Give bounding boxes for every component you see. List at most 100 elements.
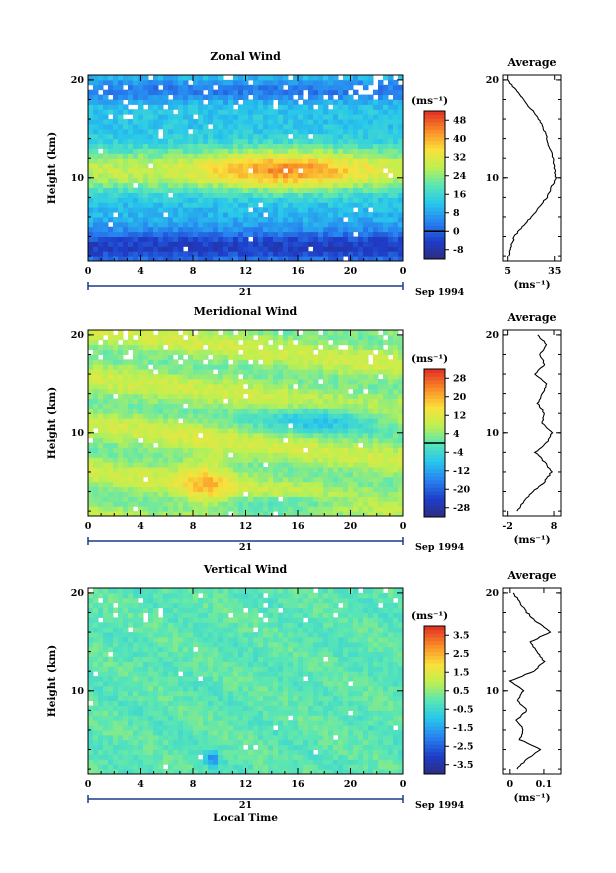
heatmap-cell bbox=[183, 511, 189, 516]
heatmap-cell bbox=[318, 94, 324, 100]
heatmap-cell bbox=[223, 153, 229, 159]
heatmap-cell bbox=[213, 423, 219, 429]
heatmap-cell bbox=[388, 491, 394, 497]
heatmap-cell bbox=[198, 216, 204, 223]
heatmap-cell bbox=[123, 408, 129, 414]
heatmap-cell bbox=[213, 216, 219, 223]
colorbar-segment bbox=[424, 457, 445, 462]
heatmap-cell bbox=[113, 99, 119, 105]
heatmap-cell bbox=[248, 197, 254, 203]
heatmap-cell bbox=[168, 334, 174, 341]
colorbar-segment bbox=[424, 214, 445, 219]
heatmap-cell bbox=[308, 197, 314, 203]
heatmap-cell bbox=[343, 84, 349, 91]
heatmap-cell bbox=[388, 501, 394, 507]
heatmap-cell bbox=[128, 457, 134, 463]
heatmap-cell bbox=[213, 452, 219, 458]
heatmap-cell bbox=[273, 339, 279, 346]
heatmap-cell bbox=[148, 177, 154, 184]
heatmap-cell bbox=[268, 344, 274, 351]
heatmap-cell bbox=[333, 221, 339, 228]
heatmap-cell bbox=[168, 79, 174, 86]
heatmap-cell bbox=[228, 226, 234, 233]
heatmap-cell bbox=[123, 221, 129, 228]
heatmap-cell bbox=[358, 359, 364, 365]
heatmap-cell bbox=[208, 378, 214, 385]
heatmap-cell bbox=[118, 388, 124, 395]
heatmap-cell bbox=[333, 128, 339, 135]
heatmap-cell bbox=[363, 246, 369, 252]
heatmap-cell bbox=[133, 354, 139, 360]
heatmap-cell bbox=[298, 344, 304, 351]
heatmap-cell bbox=[338, 251, 344, 257]
heatmap-cell bbox=[268, 486, 274, 493]
heatmap-cell bbox=[138, 84, 144, 91]
heatmap-cell bbox=[308, 374, 314, 380]
heatmap-cell bbox=[398, 374, 403, 380]
heatmap-cell bbox=[108, 427, 114, 434]
heatmap-cell bbox=[108, 393, 114, 400]
heatmap-cell bbox=[148, 187, 154, 193]
heatmap-cell bbox=[323, 158, 329, 164]
heatmap-cell bbox=[393, 359, 399, 365]
heatmap-cell bbox=[188, 457, 194, 463]
heatmap-cell bbox=[368, 119, 374, 125]
heatmap-cell bbox=[233, 418, 239, 424]
heatmap-cell bbox=[138, 192, 144, 198]
heatmap-cell bbox=[268, 496, 274, 502]
heatmap-cell bbox=[348, 207, 354, 213]
heatmap-cell bbox=[333, 447, 339, 453]
heatmap-cell bbox=[333, 182, 339, 189]
heatmap-cell bbox=[298, 349, 304, 355]
heatmap-cell bbox=[108, 413, 114, 419]
heatmap-cell bbox=[298, 192, 304, 198]
heatmap-cell bbox=[338, 246, 344, 252]
heatmap-cell bbox=[158, 75, 164, 81]
heatmap-cell bbox=[153, 506, 159, 512]
heatmap-cell bbox=[388, 403, 394, 409]
heatmap-cell bbox=[198, 119, 204, 125]
heatmap-cell bbox=[273, 334, 279, 341]
heatmap-cell bbox=[128, 476, 134, 483]
heatmap-cell bbox=[183, 99, 189, 105]
heatmap-cell bbox=[128, 369, 134, 375]
heatmap-cell bbox=[243, 486, 249, 493]
heatmap-cell bbox=[393, 486, 399, 493]
heatmap-cell bbox=[183, 236, 189, 242]
heatmap-cell bbox=[308, 359, 314, 365]
heatmap-cell bbox=[388, 221, 394, 228]
heatmap-cell bbox=[328, 246, 334, 252]
heatmap-cell bbox=[218, 334, 224, 341]
heatmap-cell bbox=[133, 133, 139, 140]
heatmap-cell bbox=[263, 109, 269, 115]
heatmap-cell bbox=[223, 457, 229, 463]
heatmap-cell bbox=[313, 84, 319, 91]
heatmap-cell bbox=[193, 182, 199, 189]
heatmap-cell bbox=[103, 119, 109, 125]
heatmap-cell bbox=[133, 501, 139, 507]
heatmap-cell bbox=[133, 153, 139, 159]
heatmap-cell bbox=[208, 133, 214, 140]
heatmap-cell bbox=[143, 467, 149, 473]
heatmap-cell bbox=[258, 364, 264, 370]
heatmap-cell bbox=[268, 388, 274, 395]
colorbar-unit: (ms⁻¹) bbox=[411, 95, 448, 107]
heatmap-cell bbox=[198, 506, 204, 512]
heatmap-cell bbox=[193, 221, 199, 228]
heatmap-cell bbox=[113, 403, 119, 409]
heatmap-cell bbox=[203, 447, 209, 453]
heatmap-cell bbox=[203, 398, 209, 404]
heatmap-cell bbox=[273, 163, 279, 169]
heatmap-cell bbox=[138, 378, 144, 385]
heatmap-cell bbox=[393, 114, 399, 120]
heatmap-cell bbox=[328, 462, 334, 468]
heatmap-cell bbox=[243, 99, 249, 105]
heatmap-cell bbox=[263, 158, 269, 164]
heatmap-cells bbox=[88, 588, 403, 774]
heatmap-cell bbox=[283, 104, 289, 110]
heatmap-cell bbox=[278, 148, 284, 154]
heatmap-cell bbox=[88, 158, 94, 164]
heatmap-cell bbox=[128, 471, 134, 478]
heatmap-cell bbox=[183, 75, 189, 81]
heatmap-cell bbox=[163, 330, 169, 336]
